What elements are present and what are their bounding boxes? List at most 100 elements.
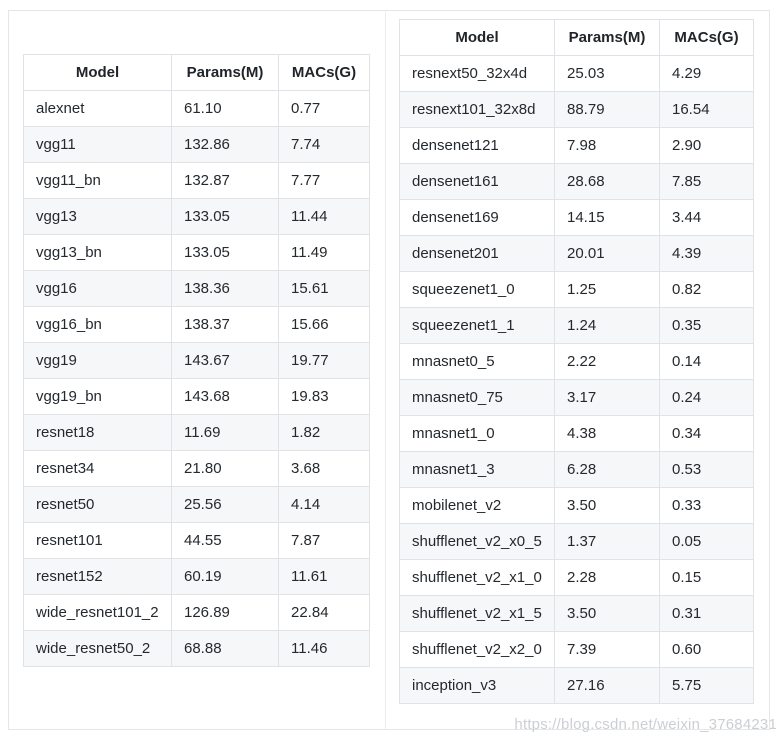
table-cell: 5.75	[659, 667, 754, 704]
table-cell: 14.15	[554, 199, 660, 236]
table-cell: mnasnet1_0	[399, 415, 555, 452]
models-table-left: Model Params(M) MACs(G) alexnet 61.10 0.77 vg…	[23, 54, 370, 667]
table-row: mnasnet0_75 3.17 0.24	[399, 379, 754, 416]
table-cell: 28.68	[554, 163, 660, 200]
table-row: mnasnet1_0 4.38 0.34	[399, 415, 754, 452]
table-row: shufflenet_v2_x2_0 7.39 0.60	[399, 631, 754, 668]
table-row: vgg16 138.36 15.61	[23, 270, 370, 307]
table-cell: 138.36	[171, 270, 279, 307]
table-cell: mnasnet0_75	[399, 379, 555, 416]
table-cell: 11.44	[278, 198, 370, 235]
table-row: resnet101 44.55 7.87	[23, 522, 370, 559]
table-cell: shufflenet_v2_x2_0	[399, 631, 555, 668]
table-cell: resnet152	[23, 558, 172, 595]
table-cell: 143.68	[171, 378, 279, 415]
table-cell: 25.03	[554, 55, 660, 92]
table-cell: densenet201	[399, 235, 555, 272]
table-row: vgg19 143.67 19.77	[23, 342, 370, 379]
table-row: resnet152 60.19 11.61	[23, 558, 370, 595]
table-row: mnasnet0_5 2.22 0.14	[399, 343, 754, 380]
table-cell: 61.10	[171, 90, 279, 127]
table-row: vgg11_bn 132.87 7.77	[23, 162, 370, 199]
table-cell: mnasnet1_3	[399, 451, 555, 488]
table-cell: 60.19	[171, 558, 279, 595]
table-row: mobilenet_v2 3.50 0.33	[399, 487, 754, 524]
header-row: Model Params(M) MACs(G)	[399, 19, 754, 56]
table-cell: densenet161	[399, 163, 555, 200]
table-cell: vgg16_bn	[23, 306, 172, 343]
table-cell: shufflenet_v2_x0_5	[399, 523, 555, 560]
table-row: inception_v3 27.16 5.75	[399, 667, 754, 704]
table-cell: 0.53	[659, 451, 754, 488]
content-panel: Model Params(M) MACs(G) alexnet 61.10 0.77 vg…	[8, 10, 770, 730]
table-row: squeezenet1_0 1.25 0.82	[399, 271, 754, 308]
table-row: resnet50 25.56 4.14	[23, 486, 370, 523]
table-row: vgg19_bn 143.68 19.83	[23, 378, 370, 415]
table-cell: 133.05	[171, 234, 279, 271]
table-cell: 0.60	[659, 631, 754, 668]
table-row: mnasnet1_3 6.28 0.53	[399, 451, 754, 488]
table-cell: shufflenet_v2_x1_5	[399, 595, 555, 632]
table-cell: mobilenet_v2	[399, 487, 555, 524]
table-cell: 126.89	[171, 594, 279, 631]
table-cell: 20.01	[554, 235, 660, 272]
table-row: shufflenet_v2_x0_5 1.37 0.05	[399, 523, 754, 560]
right-column: Model Params(M) MACs(G) resnext50_32x4d 25.…	[386, 11, 769, 729]
table-cell: 2.90	[659, 127, 754, 164]
table-cell: 44.55	[171, 522, 279, 559]
table-cell: 3.50	[554, 595, 660, 632]
table-row: vgg13 133.05 11.44	[23, 198, 370, 235]
models-table-right: Model Params(M) MACs(G) resnext50_32x4d 25.…	[399, 19, 754, 704]
table-cell: 133.05	[171, 198, 279, 235]
table-cell: squeezenet1_1	[399, 307, 555, 344]
column-header: MACs(G)	[278, 54, 370, 91]
table-row: densenet169 14.15 3.44	[399, 199, 754, 236]
table-cell: 7.98	[554, 127, 660, 164]
table-row: wide_resnet101_2 126.89 22.84	[23, 594, 370, 631]
table-cell: 11.46	[278, 630, 370, 667]
table-row: shufflenet_v2_x1_5 3.50 0.31	[399, 595, 754, 632]
table-cell: 2.22	[554, 343, 660, 380]
table-cell: 0.35	[659, 307, 754, 344]
table-cell: 0.33	[659, 487, 754, 524]
table-cell: 11.49	[278, 234, 370, 271]
left-column: Model Params(M) MACs(G) alexnet 61.10 0.77 vg…	[9, 11, 386, 729]
table-cell: 22.84	[278, 594, 370, 631]
table-cell: 4.38	[554, 415, 660, 452]
table-cell: 0.34	[659, 415, 754, 452]
table-cell: 15.66	[278, 306, 370, 343]
table-cell: vgg19_bn	[23, 378, 172, 415]
table-cell: 143.67	[171, 342, 279, 379]
table-cell: 3.44	[659, 199, 754, 236]
table-cell: 0.31	[659, 595, 754, 632]
column-header: Params(M)	[554, 19, 660, 56]
table-row: densenet161 28.68 7.85	[399, 163, 754, 200]
table-row: squeezenet1_1 1.24 0.35	[399, 307, 754, 344]
header-row: Model Params(M) MACs(G)	[23, 54, 370, 91]
column-header: Params(M)	[171, 54, 279, 91]
table-cell: resnet50	[23, 486, 172, 523]
table-cell: 19.83	[278, 378, 370, 415]
table-row: densenet201 20.01 4.39	[399, 235, 754, 272]
table-cell: vgg11_bn	[23, 162, 172, 199]
table-cell: 6.28	[554, 451, 660, 488]
table-cell: 19.77	[278, 342, 370, 379]
table-cell: resnet34	[23, 450, 172, 487]
table-cell: vgg13_bn	[23, 234, 172, 271]
table-cell: 0.05	[659, 523, 754, 560]
table-cell: vgg16	[23, 270, 172, 307]
table-cell: 138.37	[171, 306, 279, 343]
column-header: Model	[23, 54, 172, 91]
table-cell: shufflenet_v2_x1_0	[399, 559, 555, 596]
table-cell: 1.24	[554, 307, 660, 344]
table-cell: densenet169	[399, 199, 555, 236]
table-cell: 0.15	[659, 559, 754, 596]
table-cell: wide_resnet50_2	[23, 630, 172, 667]
table-cell: 11.69	[171, 414, 279, 451]
table-cell: resnext101_32x8d	[399, 91, 555, 128]
table-cell: squeezenet1_0	[399, 271, 555, 308]
table-cell: 7.87	[278, 522, 370, 559]
table-body: resnext50_32x4d 25.03 4.29 resnext101_32x8d…	[399, 55, 754, 704]
table-cell: vgg11	[23, 126, 172, 163]
table-cell: 132.86	[171, 126, 279, 163]
